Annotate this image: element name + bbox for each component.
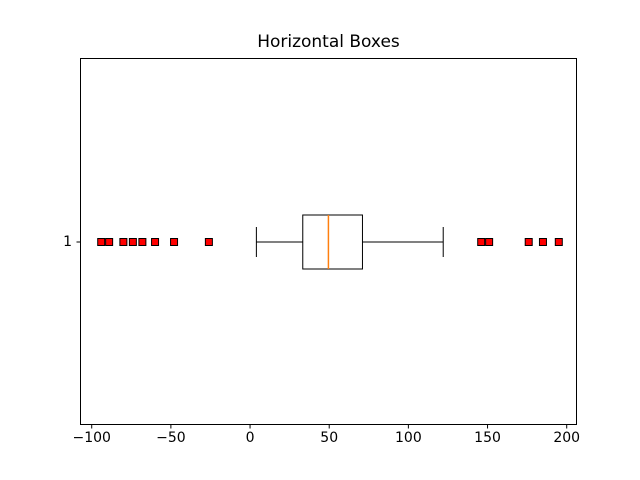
flier-marker — [105, 238, 114, 246]
x-tick-label: 100 — [395, 430, 422, 446]
x-tick-label: 50 — [320, 430, 339, 446]
x-tick-label: 150 — [474, 430, 501, 446]
x-tick-label: −50 — [156, 430, 186, 446]
y-tick-label: 1 — [63, 234, 72, 250]
flier-marker — [485, 238, 494, 246]
flier-marker — [524, 238, 533, 246]
x-tick-label: 200 — [553, 430, 581, 446]
flier-marker — [128, 238, 137, 246]
flier-marker — [170, 238, 179, 246]
flier-marker — [538, 238, 547, 246]
flier-marker — [554, 238, 563, 246]
box — [302, 214, 363, 270]
chart-title: Horizontal Boxes — [257, 32, 400, 52]
flier-marker — [204, 238, 213, 246]
flier-marker — [97, 238, 106, 246]
flier-marker — [138, 238, 147, 246]
flier-marker — [151, 238, 160, 246]
x-tick-label: 0 — [245, 430, 255, 446]
x-tick-label: −100 — [72, 430, 111, 446]
flier-marker — [477, 238, 486, 246]
flier-marker — [119, 238, 128, 246]
